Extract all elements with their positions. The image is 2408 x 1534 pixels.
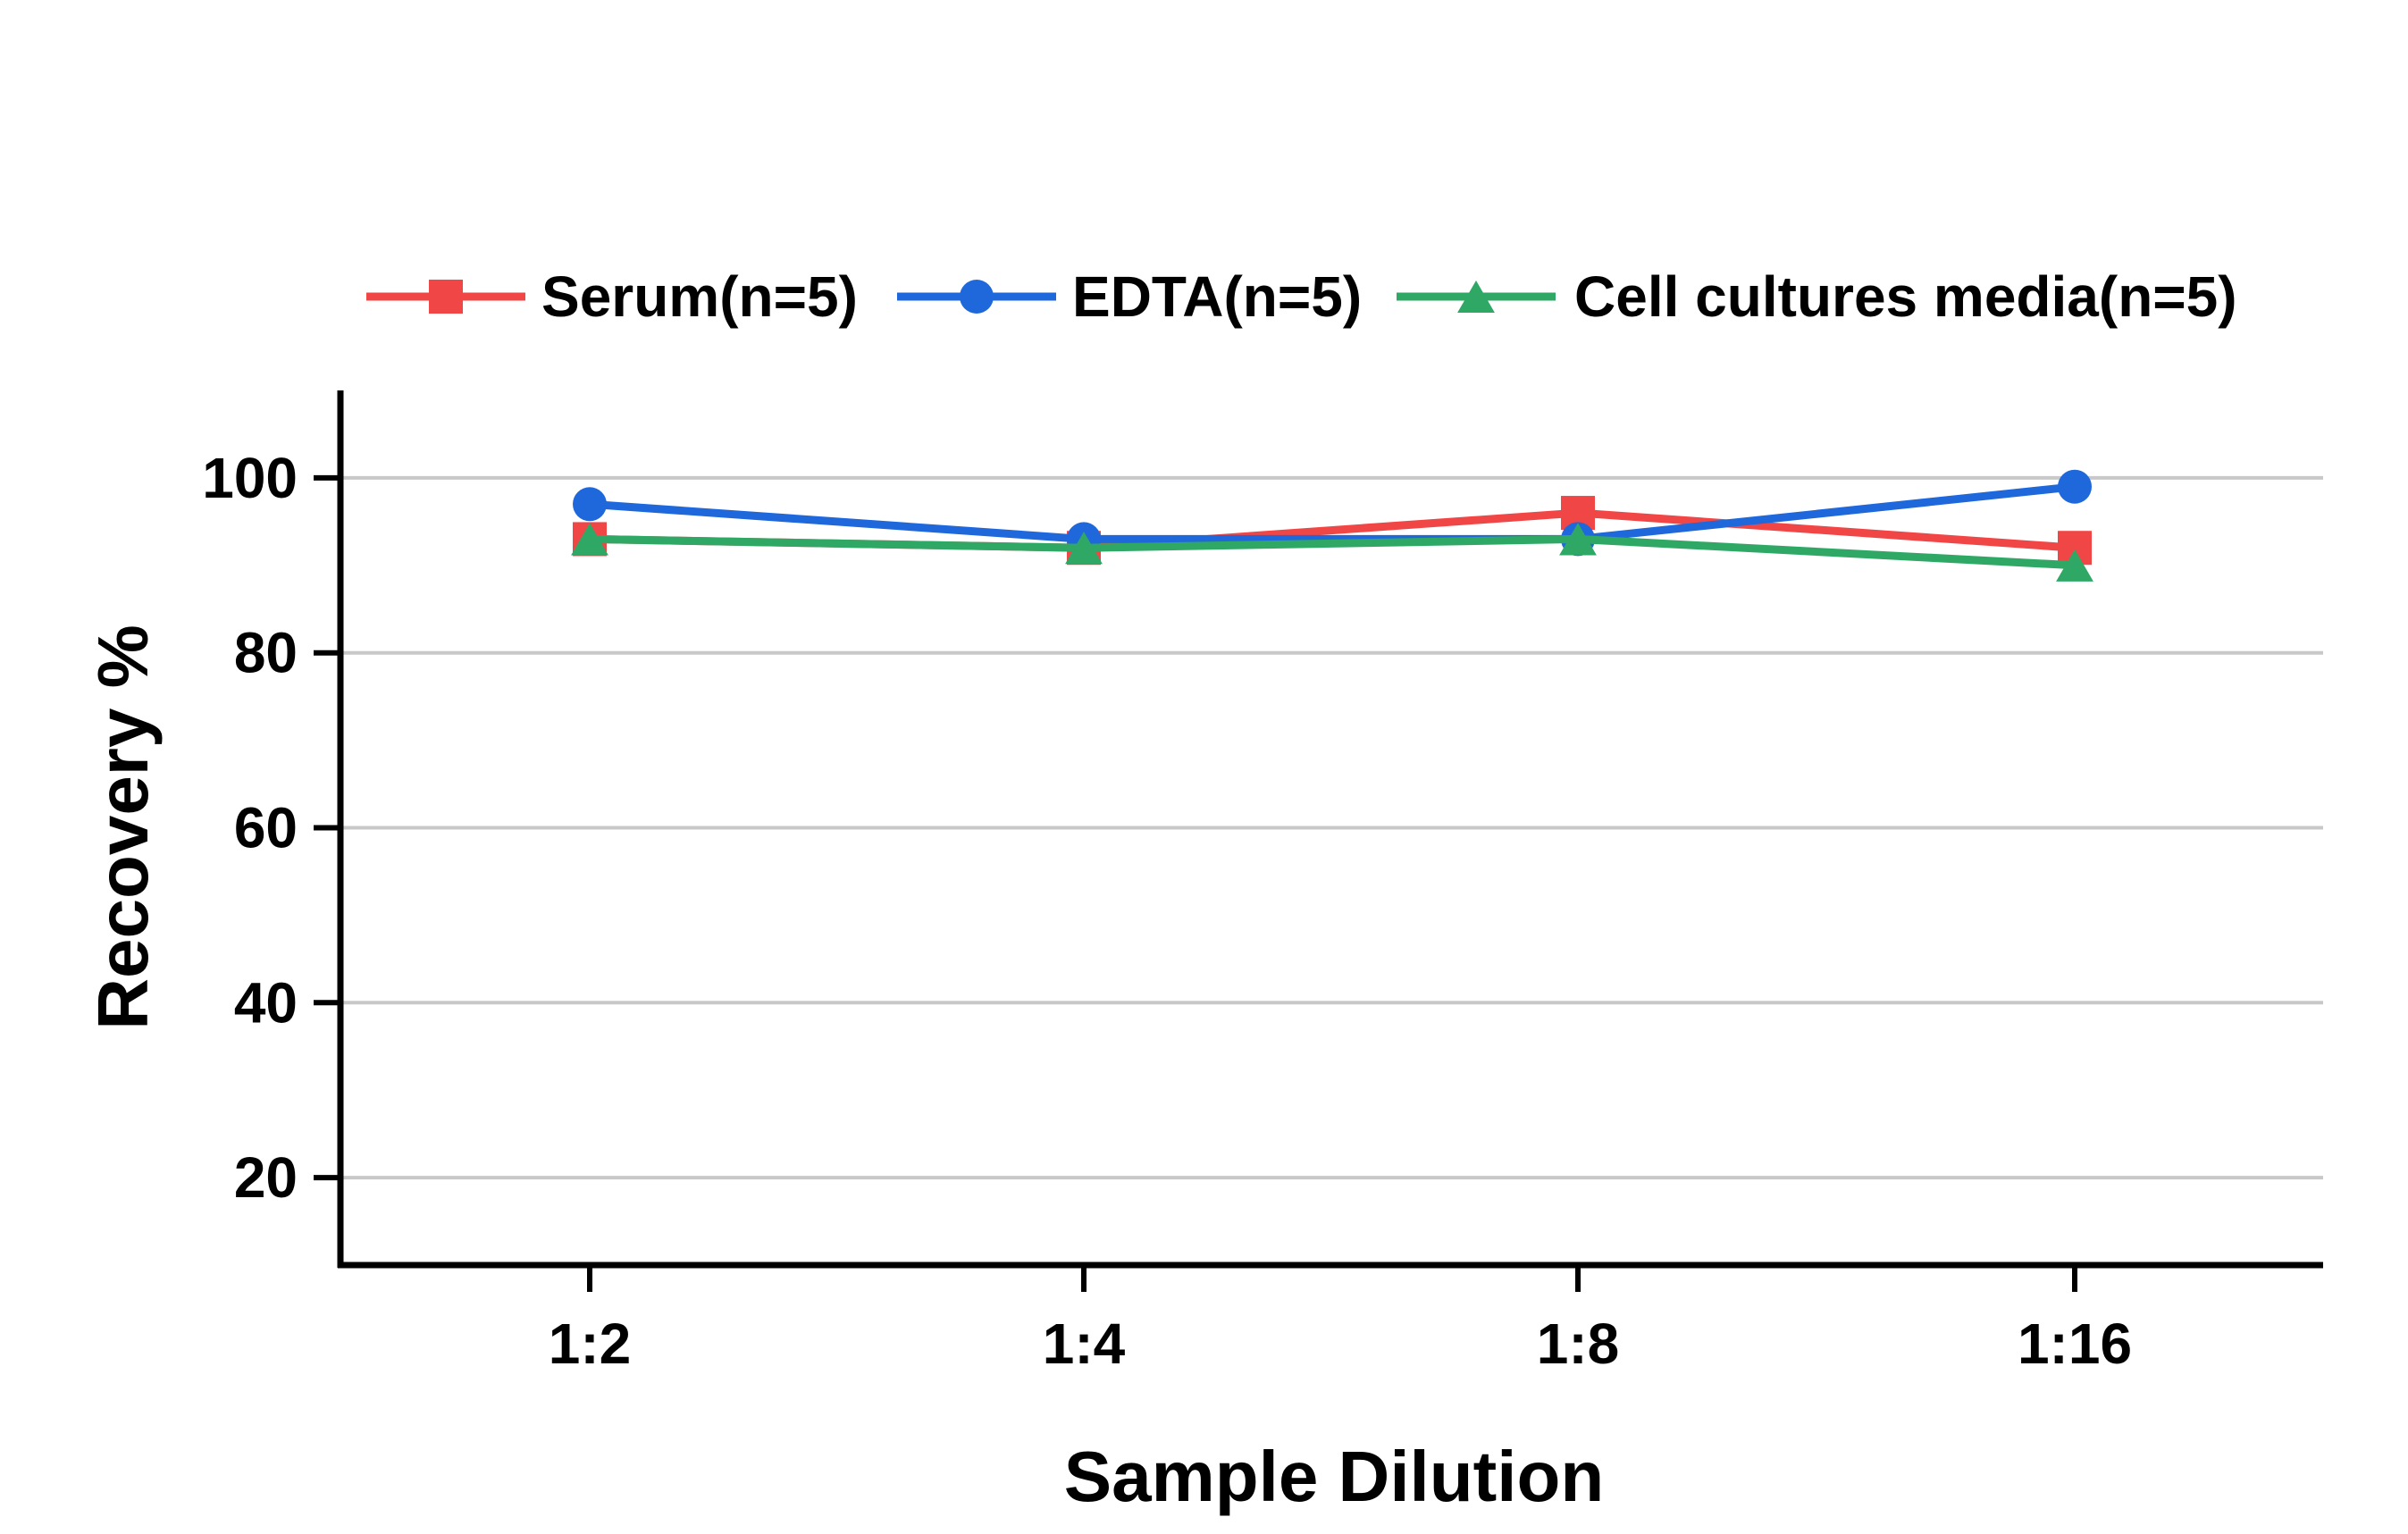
x-tick-label: 1:8 — [1537, 1312, 1620, 1376]
data-point — [1559, 523, 1597, 556]
data-point — [573, 487, 607, 522]
x-axis-title: Sample Dilution — [1064, 1437, 1605, 1516]
y-axis-title: Recovery % — [83, 624, 163, 1030]
legend-item-3: Cell cultures media(n=5) — [1397, 264, 2237, 329]
legend: Serum(n=5) EDTA(n=5) Cell cultures media(n… — [366, 264, 2237, 329]
legend-label: EDTA(n=5) — [1072, 264, 1362, 329]
legend-marker — [1457, 280, 1495, 314]
series-line — [589, 482, 2076, 543]
x-axis: 1:2 1:4 1:8 1:16 — [338, 1262, 2323, 1376]
x-tick-label: 1:2 — [549, 1312, 632, 1376]
series-line — [589, 534, 2076, 570]
data-point — [1065, 532, 1103, 565]
legend-item-1: Serum(n=5) — [366, 264, 858, 329]
y-tick-label: 80 — [234, 621, 298, 685]
gridlines — [340, 475, 2323, 1180]
data-point — [2058, 469, 2092, 504]
series-layer — [571, 469, 2093, 582]
y-tick-label: 40 — [234, 970, 298, 1035]
legend-marker — [429, 280, 463, 314]
legend-label: Cell cultures media(n=5) — [1574, 264, 2237, 329]
legend-marker — [960, 280, 994, 314]
legend-item-2: EDTA(n=5) — [897, 264, 1362, 329]
y-tick-label: 20 — [234, 1145, 298, 1210]
x-tick-label: 1:16 — [2018, 1312, 2132, 1376]
y-tick-label: 60 — [234, 796, 298, 860]
y-tick-label: 100 — [202, 446, 298, 510]
series-3 — [571, 523, 2093, 582]
y-axis: 20 40 60 80 100 — [202, 390, 344, 1268]
data-point — [2056, 549, 2093, 582]
data-point — [571, 523, 608, 556]
legend-label: Serum(n=5) — [541, 264, 858, 329]
x-tick-label: 1:4 — [1043, 1312, 1126, 1376]
